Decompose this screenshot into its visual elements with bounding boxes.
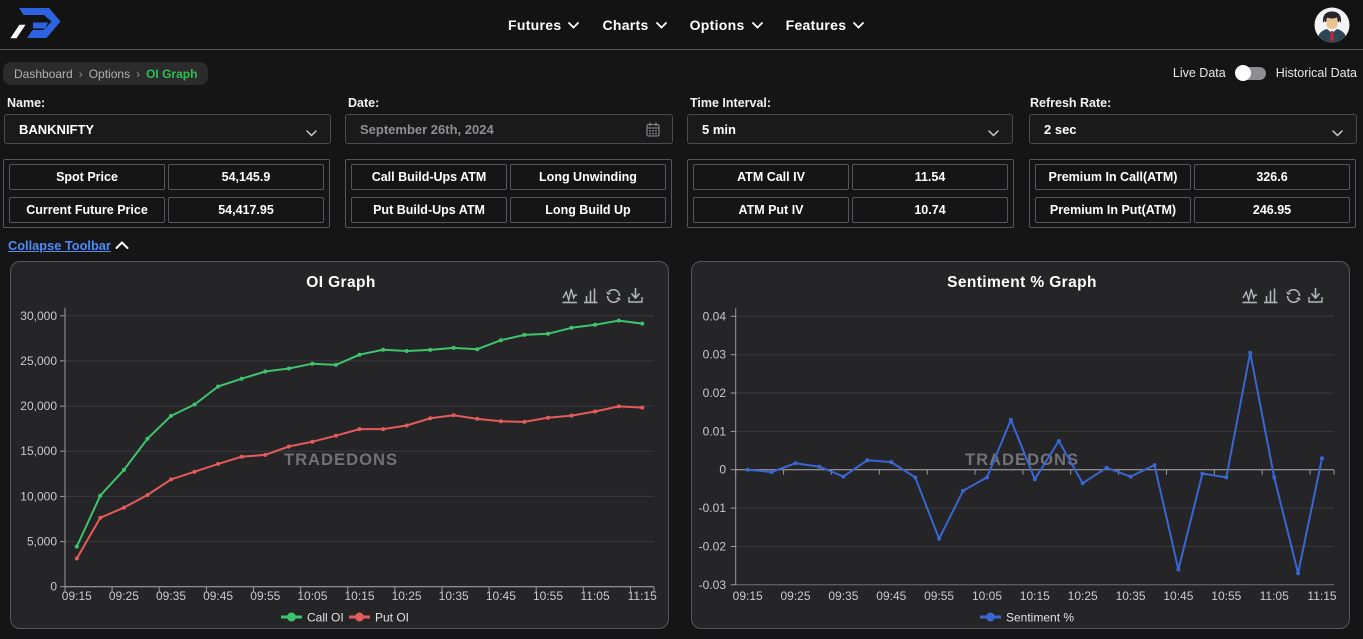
svg-text:11:05: 11:05 (1260, 589, 1289, 603)
svg-text:10,000: 10,000 (20, 489, 57, 503)
svg-text:11:15: 11:15 (1307, 589, 1336, 603)
svg-text:-0.02: -0.02 (699, 540, 727, 554)
svg-text:10:55: 10:55 (1211, 589, 1241, 603)
svg-text:10:05: 10:05 (297, 589, 327, 603)
svg-text:Call OI: Call OI (307, 611, 344, 625)
svg-text:30,000: 30,000 (20, 309, 57, 323)
svg-text:11:05: 11:05 (581, 589, 610, 603)
svg-text:10:25: 10:25 (392, 589, 422, 603)
svg-text:0: 0 (719, 463, 726, 477)
svg-text:0.02: 0.02 (703, 386, 727, 400)
svg-text:09:25: 09:25 (109, 589, 139, 603)
svg-text:09:35: 09:35 (828, 589, 858, 603)
svg-text:09:35: 09:35 (156, 589, 186, 603)
svg-text:-0.03: -0.03 (699, 578, 727, 592)
svg-text:0.03: 0.03 (703, 348, 727, 362)
svg-text:10:55: 10:55 (533, 589, 563, 603)
svg-text:25,000: 25,000 (20, 354, 57, 368)
svg-text:-0.01: -0.01 (699, 501, 727, 515)
svg-text:10:45: 10:45 (1163, 589, 1193, 603)
svg-text:15,000: 15,000 (20, 444, 57, 458)
svg-text:Put OI: Put OI (375, 611, 409, 625)
svg-text:09:15: 09:15 (62, 589, 92, 603)
svg-text:TRADEDONS: TRADEDONS (284, 450, 398, 469)
svg-text:OI Graph: OI Graph (306, 274, 376, 291)
svg-text:20,000: 20,000 (20, 399, 57, 413)
svg-text:10:45: 10:45 (486, 589, 516, 603)
svg-text:10:35: 10:35 (1116, 589, 1146, 603)
svg-text:0.04: 0.04 (703, 309, 727, 323)
svg-text:10:05: 10:05 (972, 589, 1002, 603)
svg-text:09:55: 09:55 (250, 589, 280, 603)
svg-text:11:15: 11:15 (628, 589, 657, 603)
svg-text:TRADEDONS: TRADEDONS (965, 450, 1079, 469)
svg-text:10:15: 10:15 (1020, 589, 1050, 603)
svg-text:09:55: 09:55 (924, 589, 954, 603)
svg-text:10:15: 10:15 (344, 589, 374, 603)
svg-text:0.01: 0.01 (703, 424, 727, 438)
svg-text:09:45: 09:45 (203, 589, 233, 603)
svg-text:09:25: 09:25 (780, 589, 810, 603)
svg-text:Sentiment % Graph: Sentiment % Graph (947, 274, 1097, 291)
svg-text:5,000: 5,000 (27, 535, 57, 549)
svg-text:10:25: 10:25 (1068, 589, 1098, 603)
svg-text:10:35: 10:35 (439, 589, 469, 603)
svg-text:Sentiment %: Sentiment % (1006, 611, 1074, 625)
svg-text:09:15: 09:15 (733, 589, 763, 603)
svg-text:0: 0 (50, 580, 57, 594)
svg-text:09:45: 09:45 (876, 589, 906, 603)
